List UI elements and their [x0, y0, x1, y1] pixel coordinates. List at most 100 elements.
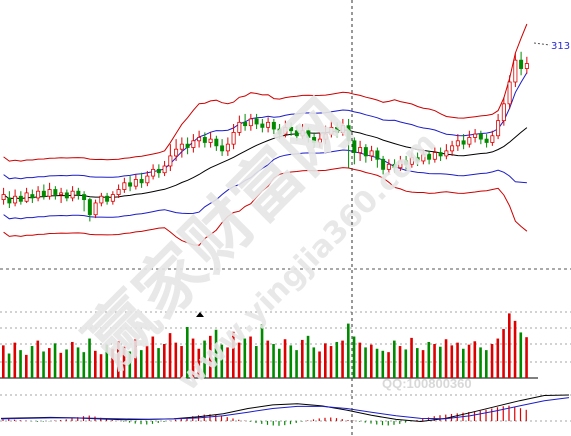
candle [271, 118, 276, 135]
candle [7, 191, 12, 208]
volume-bar [180, 346, 183, 378]
volume-bar [502, 329, 505, 378]
candle [82, 191, 87, 212]
volume-bar [324, 343, 327, 378]
candle-body [266, 121, 271, 128]
candle-body [133, 179, 138, 187]
candle-body [392, 163, 397, 169]
volume-bar [295, 350, 298, 378]
volume-bar [398, 346, 402, 378]
candle-body [179, 143, 184, 150]
volume-bar [272, 344, 275, 378]
candle-body [174, 148, 179, 157]
candle-body [202, 137, 207, 143]
candle [507, 75, 512, 109]
volume-bar [439, 346, 442, 378]
candle-body [191, 140, 196, 148]
volume-bar [358, 342, 362, 378]
volume-bar [381, 350, 385, 378]
candle-body [461, 140, 466, 145]
volume-bar [140, 350, 143, 378]
candle-body [185, 143, 190, 148]
candle-body [289, 126, 294, 132]
candle-body [214, 138, 219, 147]
volume-bar [329, 346, 333, 378]
candle-body [93, 202, 98, 216]
volume-bar [13, 342, 17, 378]
candle-body [122, 182, 127, 190]
candle-body [76, 190, 81, 195]
volume-bar [427, 341, 431, 378]
candle [484, 134, 489, 148]
volume-bar [197, 348, 201, 378]
candle-body [467, 137, 472, 145]
candle [455, 134, 460, 151]
candle-body [352, 140, 357, 153]
volume-bar [163, 344, 166, 378]
candle [110, 191, 115, 205]
volume-bar [7, 353, 11, 378]
candle-body [490, 135, 495, 143]
candle-body [82, 194, 87, 200]
volume-bar [375, 348, 379, 378]
candle [363, 144, 368, 163]
candle [478, 130, 483, 145]
candle-body [524, 63, 529, 69]
candle [191, 134, 196, 153]
candle [24, 187, 29, 203]
volume-bar [450, 345, 454, 378]
volume-bar [128, 351, 132, 378]
candle-body [478, 133, 483, 140]
volume-bar [347, 323, 350, 378]
candle-body [128, 182, 133, 187]
volume-bar [232, 331, 235, 378]
candle [13, 189, 18, 207]
candle-body [484, 138, 489, 143]
candle [398, 155, 403, 172]
candle [208, 132, 213, 148]
candle-body [415, 157, 420, 162]
candle [151, 164, 156, 180]
qq-label: QQ:100800360 [382, 376, 472, 391]
candle [237, 115, 242, 136]
candle [116, 184, 121, 198]
volume-bar [341, 340, 344, 378]
volume-bar [249, 336, 252, 378]
volume-bar [301, 339, 304, 378]
candle [128, 176, 133, 192]
candle [174, 139, 179, 161]
volume-bar [393, 340, 396, 378]
candle [335, 122, 340, 138]
candle-body [220, 145, 225, 152]
candle [59, 187, 64, 203]
candle-body [271, 121, 276, 130]
candle [248, 113, 253, 131]
candle-body [53, 189, 58, 195]
candle [421, 149, 426, 165]
candle [99, 192, 104, 207]
candle [70, 186, 75, 202]
candle [467, 130, 472, 148]
candle-body [306, 130, 311, 138]
candle [93, 199, 98, 219]
candle [524, 56, 529, 74]
candle [266, 117, 271, 133]
candle-body [312, 137, 317, 143]
candle [1, 187, 6, 205]
candle [450, 140, 455, 156]
candle [375, 147, 380, 168]
candle-body [36, 190, 41, 199]
candle [179, 137, 184, 158]
candle-body [59, 192, 64, 195]
candle [386, 159, 391, 175]
volume-bar [237, 342, 241, 378]
volume-bar [525, 337, 528, 378]
candle-body [41, 190, 46, 197]
candle [306, 127, 311, 143]
candle-body [110, 194, 115, 202]
volume-bar [513, 320, 517, 378]
candle [323, 125, 328, 145]
candle [427, 150, 432, 165]
upper-inner-band [3, 72, 528, 180]
candle [105, 192, 110, 205]
